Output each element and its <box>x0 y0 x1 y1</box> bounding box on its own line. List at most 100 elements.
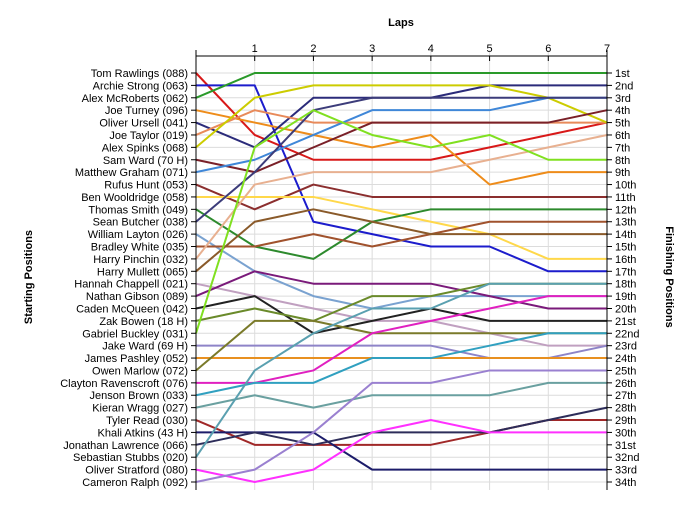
y-axis-label-left: Starting Positions <box>23 230 35 324</box>
finishing-position-label: 3rd <box>615 93 631 105</box>
starting-position-label: Joe Taylor (019) <box>109 130 188 142</box>
starting-position-label: Clayton Ravenscroft (076) <box>60 378 188 390</box>
starting-position-label: Alex McRoberts (062) <box>82 93 188 105</box>
starting-position-label: Owen Marlow (072) <box>92 365 188 377</box>
series-line-23 <box>196 344 608 360</box>
x-tick-label: 2 <box>310 43 316 55</box>
starting-position-label: Tom Rawlings (088) <box>91 68 188 80</box>
series-line-19 <box>195 270 607 310</box>
starting-position-label: Thomas Smith (049) <box>88 204 188 216</box>
starting-position-label: Khali Atkins (43 H) <box>98 427 188 439</box>
starting-position-label: Jake Ward (69 H) <box>102 341 188 353</box>
starting-position-label: Harry Mullett (065) <box>97 266 188 278</box>
finishing-position-label: 21st <box>615 316 636 328</box>
series-line-25 <box>195 319 607 372</box>
finishing-position-label: 29th <box>615 415 636 427</box>
series-line-20 <box>195 295 607 335</box>
starting-position-label: Jonathan Lawrence (066) <box>63 440 188 452</box>
series-line-27 <box>195 332 607 397</box>
finishing-position-label: 23rd <box>615 341 637 353</box>
starting-position-label: Gabriel Buckley (031) <box>82 328 188 340</box>
series-line-26 <box>196 295 607 384</box>
starting-position-label: Nathan Gibson (089) <box>86 291 188 303</box>
finishing-position-label: 22nd <box>615 328 639 340</box>
finishing-position-label: 24th <box>615 353 636 365</box>
finishing-position-label: 11th <box>615 192 636 204</box>
starting-position-label: Kieran Wragg (027) <box>92 403 188 415</box>
starting-position-label: Ben Wooldridge (058) <box>81 192 188 204</box>
finishing-position-label: 4th <box>615 105 630 117</box>
finishing-position-label: 30th <box>615 427 636 439</box>
series-line-22 <box>195 109 607 334</box>
series-line-17 <box>195 208 607 273</box>
finishing-position-label: 27th <box>615 390 636 402</box>
finishing-position-label: 6th <box>615 130 630 142</box>
series-line-28 <box>195 381 607 409</box>
finishing-position-label: 12th <box>615 204 636 216</box>
finishing-position-label: 19th <box>615 291 636 303</box>
starting-position-label: Hannah Chappell (021) <box>74 279 188 291</box>
x-tick-label: 3 <box>369 43 375 55</box>
starting-position-label: Matthew Graham (071) <box>75 167 188 179</box>
series-line-2 <box>196 84 607 273</box>
x-tick-label: 6 <box>545 43 551 55</box>
finishing-position-label: 17th <box>615 266 636 278</box>
finishing-position-label: 26th <box>615 378 636 390</box>
starting-position-label: Oliver Ursell (041) <box>99 118 188 130</box>
finishing-position-label: 16th <box>615 254 636 266</box>
series-line-9 <box>195 96 607 174</box>
finishing-position-label: 10th <box>615 180 636 192</box>
starting-position-label: Rufus Hunt (053) <box>104 180 188 192</box>
series-lines <box>195 72 608 483</box>
starting-position-label: Cameron Ralph (092) <box>82 477 188 489</box>
finishing-position-label: 33rd <box>615 465 637 477</box>
finishing-position-label: 13th <box>615 217 636 229</box>
y-axis-label-right: Finishing Positions <box>663 226 675 327</box>
x-tick-label: 4 <box>428 43 434 55</box>
series-line-7 <box>195 84 608 149</box>
finishing-position-label: 7th <box>615 142 630 154</box>
x-tick-label: 7 <box>604 43 610 55</box>
starting-position-label: Archie Strong (063) <box>93 80 188 92</box>
starting-position-label: Sam Ward (70 H) <box>103 155 188 167</box>
chart-title: Laps <box>388 17 414 29</box>
series-line-16 <box>195 133 608 260</box>
starting-position-label: Zak Bowen (18 H) <box>99 316 188 328</box>
finishing-position-label: 34th <box>615 477 636 489</box>
series-line-18 <box>195 282 607 347</box>
starting-position-label: Bradley White (035) <box>91 242 188 254</box>
starting-position-label: Oliver Stratford (080) <box>85 465 188 477</box>
series-line-31 <box>195 406 608 446</box>
finishing-position-label: 1st <box>615 68 630 80</box>
series-line-32 <box>195 282 607 458</box>
series-line-13 <box>195 96 607 223</box>
series-line-12 <box>195 208 607 260</box>
starting-position-label: Alex Spinks (068) <box>102 142 188 154</box>
series-line-8 <box>195 109 608 174</box>
series-line-15 <box>196 220 607 248</box>
finishing-position-label: 25th <box>615 365 636 377</box>
series-line-33 <box>195 419 607 483</box>
axis-labels: 1 2 3 4 5 6 7 Tom Rawlings (088) 1st Archie Stron… <box>60 43 639 489</box>
starting-position-label: James Pashley (052) <box>85 353 188 365</box>
series-line-34 <box>195 369 607 483</box>
series-line-30 <box>196 431 607 471</box>
starting-position-label: Sean Butcher (038) <box>93 217 188 229</box>
finishing-position-label: 32nd <box>615 452 639 464</box>
x-tick-label: 5 <box>487 43 493 55</box>
finishing-position-label: 18th <box>615 279 636 291</box>
x-tick-label: 1 <box>252 43 258 55</box>
series-line-10 <box>195 183 607 211</box>
finishing-position-label: 20th <box>615 303 636 315</box>
axes <box>191 50 612 490</box>
finishing-position-label: 14th <box>615 229 636 241</box>
starting-position-label: Sebastian Stubbs (020) <box>73 452 188 464</box>
finishing-position-label: 28th <box>615 403 636 415</box>
starting-position-label: William Layton (026) <box>88 229 188 241</box>
starting-position-label: Joe Turney (096) <box>105 105 188 117</box>
series-line-14 <box>195 233 607 310</box>
starting-position-label: Tyler Read (030) <box>106 415 188 427</box>
starting-position-label: Jenson Brown (033) <box>90 390 188 402</box>
finishing-position-label: 8th <box>615 155 630 167</box>
